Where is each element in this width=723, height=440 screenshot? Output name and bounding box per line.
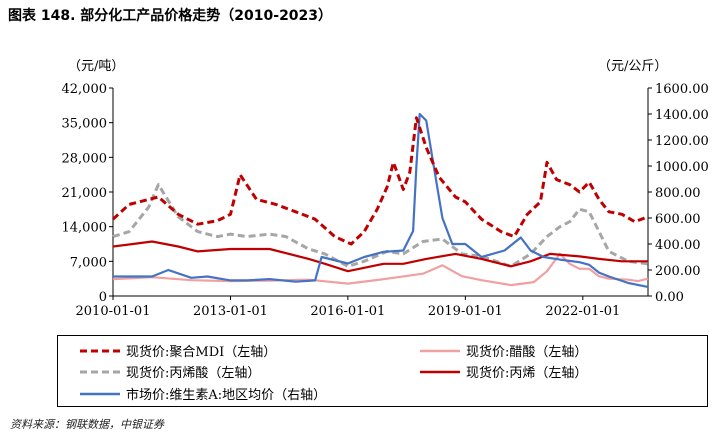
left-tick-label: 35,000 bbox=[62, 117, 108, 132]
right-axis-unit-label: （元/公斤） bbox=[598, 59, 667, 74]
left-tick-label: 0 bbox=[99, 290, 107, 305]
figure-title: 图表 148. 部分化工产品价格走势（2010-2023） bbox=[8, 8, 333, 24]
right-tick-label: 1000.00 bbox=[655, 160, 709, 175]
legend-label: 市场价:维生素A:地区均价（右轴） bbox=[126, 387, 326, 403]
left-axis: 0 7,000 14,000 21,000 28,000 35,000 42,000 bbox=[62, 82, 114, 305]
left-axis-unit-label: （元/吨） bbox=[68, 59, 124, 74]
series-line bbox=[112, 183, 649, 268]
right-tick-label: 1600.00 bbox=[655, 82, 709, 97]
series-line bbox=[111, 116, 649, 246]
x-tick-label: 2019-01-01 bbox=[428, 304, 503, 319]
legend: 现货价:聚合MDI（左轴） 现货价:醋酸（左轴） 现货价:丙烯酸（左轴） 现货价:丙烯… bbox=[80, 344, 587, 403]
right-tick-label: 800.00 bbox=[655, 186, 701, 201]
legend-label: 现货价:丙烯（左轴） bbox=[466, 365, 587, 381]
left-tick-label: 14,000 bbox=[62, 221, 108, 236]
x-tick-label: 2022-01-01 bbox=[545, 304, 620, 319]
left-tick-label: 28,000 bbox=[62, 151, 108, 166]
right-tick-label: 1400.00 bbox=[655, 108, 709, 123]
series-line bbox=[112, 240, 648, 273]
right-tick-label: 200.00 bbox=[655, 264, 701, 279]
left-tick-label: 21,000 bbox=[62, 186, 108, 201]
line-chart: 0 7,000 14,000 21,000 28,000 35,000 42,000 0.0… bbox=[57, 59, 709, 407]
legend-box bbox=[57, 335, 708, 407]
x-tick-label: 2013-01-01 bbox=[193, 304, 268, 319]
x-tick-label: 2016-01-01 bbox=[310, 304, 385, 319]
left-tick-label: 42,000 bbox=[62, 82, 108, 97]
x-axis: 2010-01-01 2013-01-01 2016-01-01 2019-01-01… bbox=[76, 295, 648, 319]
legend-label: 现货价:聚合MDI（左轴） bbox=[126, 344, 276, 360]
left-tick-label: 7,000 bbox=[70, 255, 107, 270]
source-note: 资料来源：钢联数据，中银证券 bbox=[10, 418, 164, 431]
series-line bbox=[112, 252, 649, 287]
x-tick-label: 2010-01-01 bbox=[76, 304, 151, 319]
right-axis: 0.00 200.00 400.00 600.00 800.00 1000.00 1200.… bbox=[647, 82, 709, 305]
series-group bbox=[111, 112, 649, 288]
series-line bbox=[113, 112, 649, 288]
legend-label: 现货价:丙烯酸（左轴） bbox=[126, 365, 260, 381]
right-tick-label: 1200.00 bbox=[655, 134, 709, 149]
legend-label: 现货价:醋酸（左轴） bbox=[466, 344, 587, 360]
right-tick-label: 0.00 bbox=[655, 290, 684, 305]
right-tick-label: 600.00 bbox=[655, 212, 701, 227]
right-tick-label: 400.00 bbox=[655, 238, 701, 253]
